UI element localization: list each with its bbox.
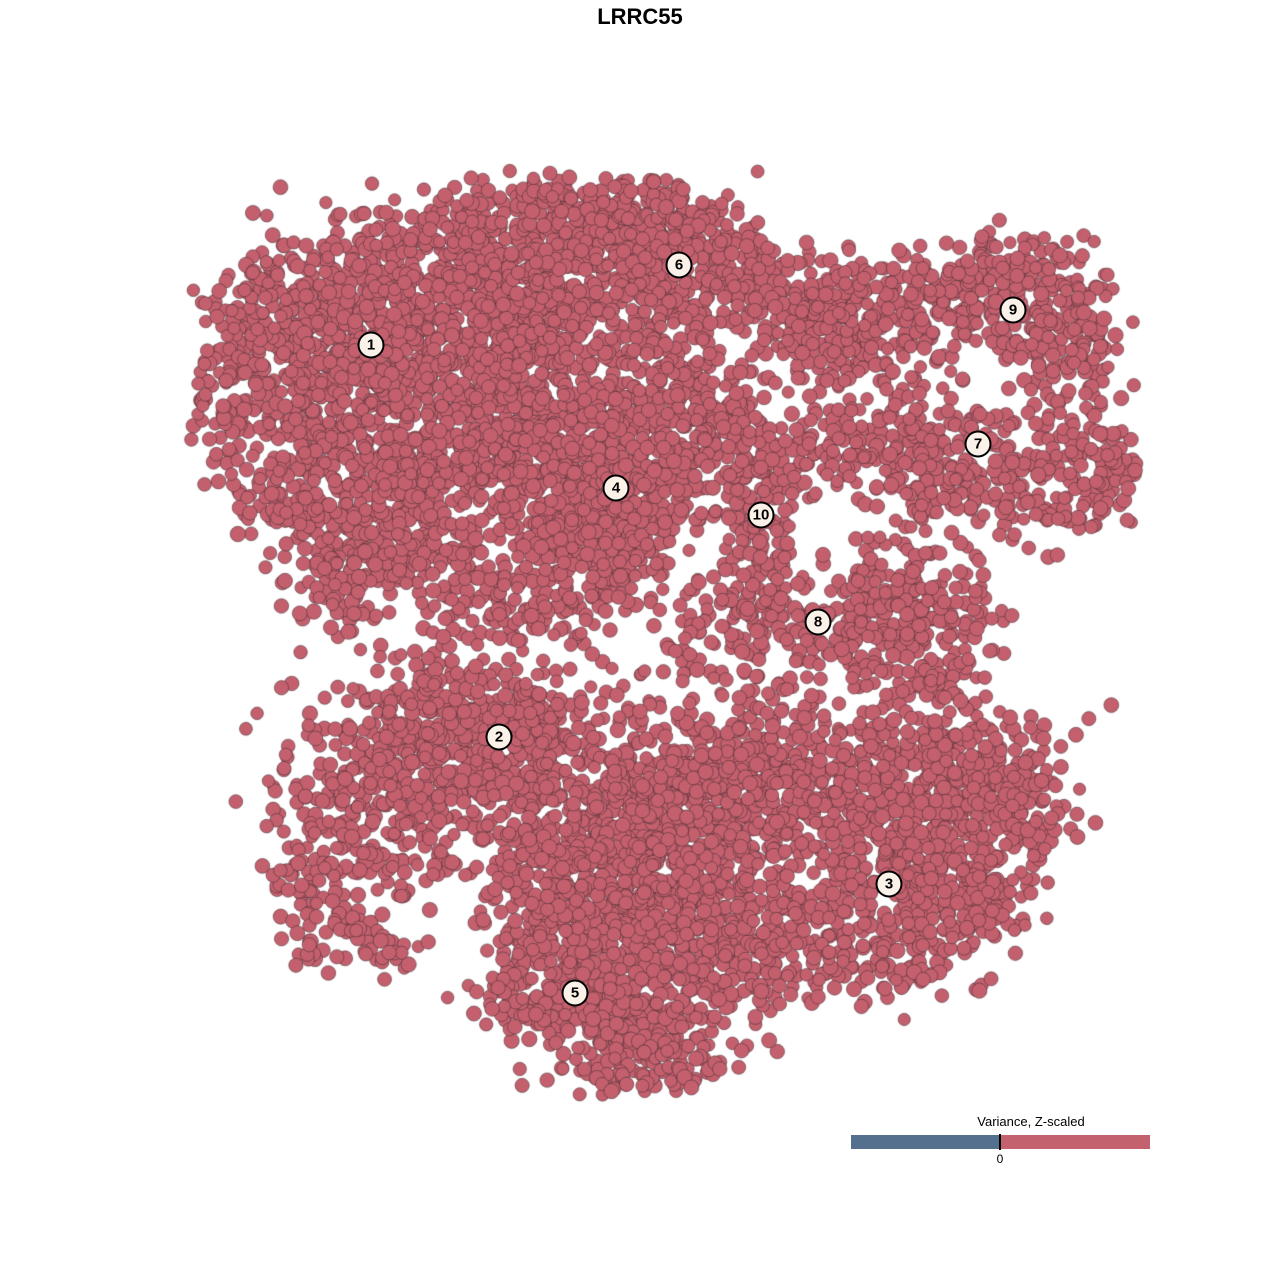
- plot-title: LRRC55: [597, 4, 683, 29]
- cluster-label-7: 7: [964, 430, 992, 458]
- cluster-label-5: 5: [561, 979, 589, 1007]
- cluster-label-9: 9: [999, 296, 1027, 324]
- cluster-label-4: 4: [602, 474, 630, 502]
- cluster-label-1: 1: [357, 331, 385, 359]
- cluster-label-10: 10: [747, 501, 775, 529]
- cluster-label-2: 2: [485, 723, 513, 751]
- cluster-label-6: 6: [665, 251, 693, 279]
- cluster-label-8: 8: [804, 608, 832, 636]
- cluster-label-3: 3: [875, 870, 903, 898]
